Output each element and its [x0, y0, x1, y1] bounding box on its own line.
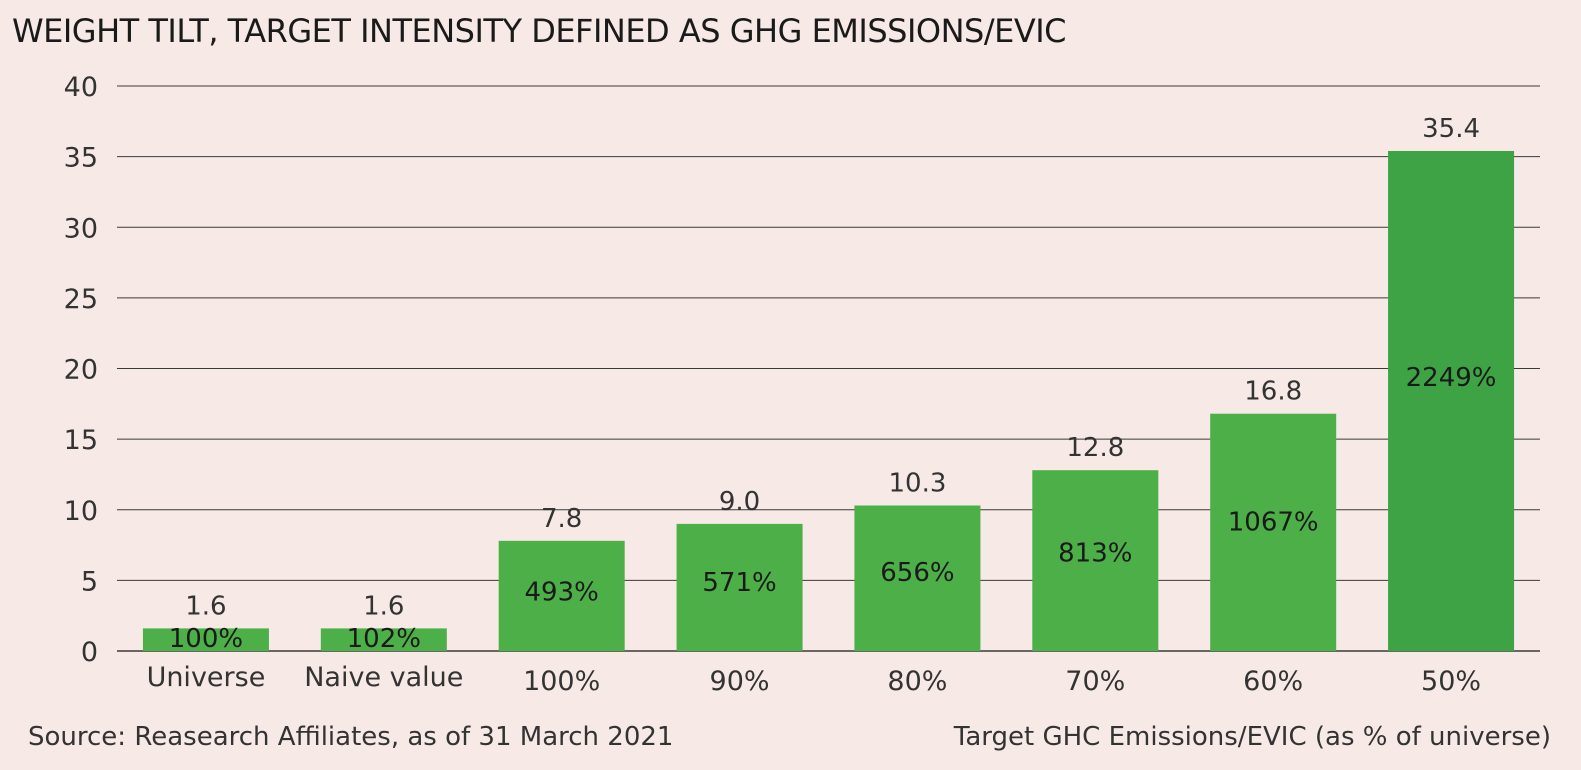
bar-inner-label-7: 1067%: [1228, 507, 1319, 537]
bar-value-label-2: 1.6: [363, 591, 404, 621]
y-tick-label-10: 10: [64, 496, 98, 527]
bar-6: [1032, 470, 1159, 651]
bar-value-label-4: 9.0: [719, 487, 760, 517]
y-tick-label-5: 5: [81, 566, 98, 597]
bar-2: [320, 628, 447, 651]
bar-inner-label-4: 571%: [702, 568, 776, 598]
bar-5: [854, 505, 981, 651]
bar-value-label-1: 1.6: [185, 591, 226, 621]
bar-inner-label-8: 2249%: [1406, 363, 1497, 393]
bar-inner-label-6: 813%: [1058, 539, 1132, 569]
x-tick-label-6: 70%: [1065, 666, 1125, 697]
bar-value-label-7: 16.8: [1244, 377, 1302, 407]
bar-1: [142, 628, 269, 651]
x-tick-label-1: Universe: [147, 662, 266, 693]
bar-inner-label-1: 100%: [169, 624, 243, 654]
x-tick-label-2: Naive value: [304, 662, 463, 693]
y-tick-label-15: 15: [64, 425, 98, 456]
bar-value-label-6: 12.8: [1066, 433, 1124, 463]
x-tick-label-5: 80%: [887, 666, 947, 697]
y-tick-label-30: 30: [64, 213, 98, 244]
source-note: Source: Reasearch Affiliates, as of 31 M…: [28, 722, 674, 752]
y-tick-label-25: 25: [64, 284, 98, 315]
chart-title: WEIGHT TILT, TARGET INTENSITY DEFINED AS…: [12, 12, 1067, 50]
x-tick-label-4: 90%: [710, 666, 770, 697]
bar-inner-label-5: 656%: [880, 558, 954, 588]
bar-inner-label-3: 493%: [525, 577, 599, 607]
bar-value-label-3: 7.8: [541, 504, 582, 534]
bar-8: [1388, 150, 1515, 651]
bar-7: [1210, 413, 1337, 651]
bar-value-label-8: 35.4: [1422, 114, 1480, 144]
bar-4: [676, 523, 803, 651]
x-tick-label-7: 60%: [1243, 666, 1303, 697]
bar-inner-label-2: 102%: [347, 624, 421, 654]
bar-value-label-5: 10.3: [888, 469, 946, 499]
x-tick-label-3: 100%: [523, 666, 600, 697]
y-tick-label-0: 0: [81, 637, 98, 668]
y-tick-label-35: 35: [64, 143, 98, 174]
y-tick-label-40: 40: [64, 72, 98, 103]
y-tick-label-20: 20: [64, 355, 98, 386]
bar-3: [498, 540, 625, 651]
x-tick-label-8: 50%: [1421, 666, 1481, 697]
x-axis-label: Target GHC Emissions/EVIC (as % of unive…: [953, 722, 1551, 752]
